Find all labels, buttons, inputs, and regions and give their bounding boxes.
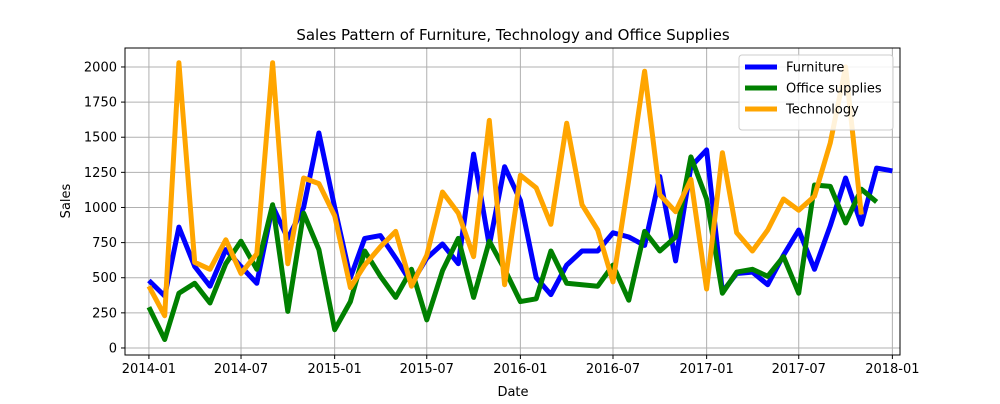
series-line-office-supplies bbox=[146, 154, 879, 342]
plot-frame bbox=[124, 47, 901, 356]
chart-title: Sales Pattern of Furniture, Technology a… bbox=[296, 26, 730, 44]
series-line-technology bbox=[146, 60, 864, 319]
legend-label-technology: Technology bbox=[785, 103, 859, 118]
x-tick-label: 2017-01 bbox=[679, 362, 733, 377]
legend-label-office-supplies: Office supplies bbox=[786, 82, 882, 97]
x-tick-label: 2016-07 bbox=[586, 362, 640, 377]
y-tick-label: 1250 bbox=[84, 166, 117, 181]
y-tick-label: 1000 bbox=[84, 201, 117, 216]
x-tick-label: 2015-01 bbox=[307, 362, 361, 377]
y-tick-label: 2000 bbox=[84, 60, 117, 75]
x-tick-label: 2014-01 bbox=[122, 362, 176, 377]
x-tick-label: 2015-07 bbox=[400, 362, 454, 377]
y-axis-label: Sales bbox=[59, 183, 74, 218]
x-tick-label: 2014-07 bbox=[214, 362, 268, 377]
y-tick-label: 500 bbox=[92, 271, 117, 286]
y-tick-label: 1500 bbox=[84, 131, 117, 146]
y-tick-label: 0 bbox=[109, 341, 117, 356]
y-tick-label: 1750 bbox=[84, 96, 117, 111]
y-tick-label: 750 bbox=[92, 236, 117, 251]
series-layer bbox=[146, 60, 893, 342]
x-axis-label: Date bbox=[497, 385, 528, 400]
legend: Furniture Office supplies Technology bbox=[738, 54, 894, 131]
x-tick-label: 2016-01 bbox=[493, 362, 547, 377]
legend-box bbox=[738, 54, 894, 131]
x-tick-label: 2017-07 bbox=[772, 362, 826, 377]
tick-layer: 2014-01 2014-07 2015-01 2015-07 2016-01 2016-… bbox=[84, 60, 920, 377]
x-tick-label: 2018-01 bbox=[865, 362, 919, 377]
y-tick-label: 250 bbox=[92, 306, 117, 321]
legend-label-furniture: Furniture bbox=[786, 61, 844, 76]
